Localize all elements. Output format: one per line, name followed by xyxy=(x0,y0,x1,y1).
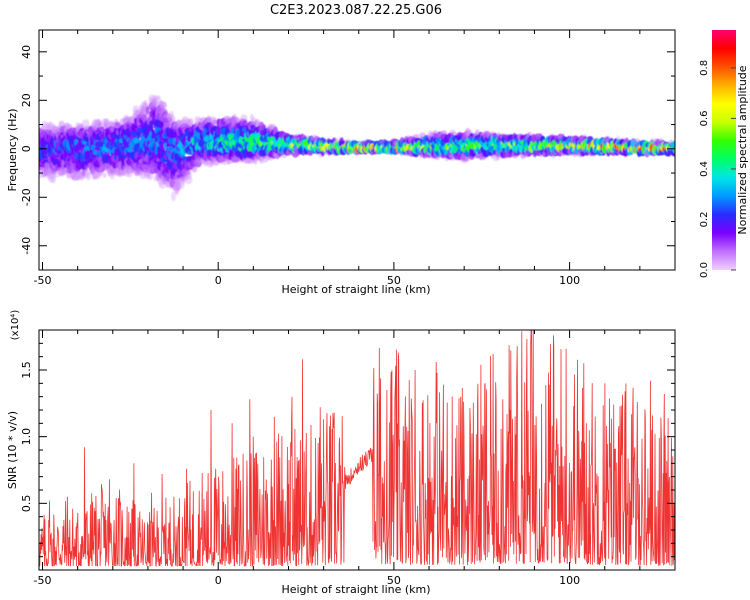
snr-y-multiplier: (x10⁴) xyxy=(10,310,21,341)
snr-panel: -50 0 50 100 0.51.01.5 Height of straight l… xyxy=(6,310,676,596)
spectrogram-y-tick-label: 40 xyxy=(20,45,33,59)
snr-x-label: Height of straight line (km) xyxy=(281,583,430,596)
snr-y-tick-label: 1.0 xyxy=(20,428,33,446)
heatmap-cell xyxy=(81,119,90,128)
heatmap-cell xyxy=(179,179,185,189)
colorbar-tick-label: 0.0 xyxy=(699,262,710,278)
snr-x-tick-label: -50 xyxy=(34,574,52,587)
heatmap-cell xyxy=(114,122,120,127)
heatmap-cell xyxy=(175,182,181,192)
heatmap-cell xyxy=(184,175,193,185)
heatmap-cell xyxy=(233,116,240,125)
heatmap-cells xyxy=(39,94,675,202)
spectrogram-y-tick-label: -20 xyxy=(20,188,33,206)
heatmap-cell xyxy=(169,110,174,118)
spectrogram-x-tick-label: 0 xyxy=(215,274,222,287)
snr-y-label: SNR (10 * v/v) xyxy=(6,411,19,489)
spectrogram-x-tick-label: -50 xyxy=(34,274,52,287)
heatmap-cell xyxy=(148,124,154,131)
colorbar-tick-label: 0.8 xyxy=(699,60,710,76)
colorbar: 0.0 0.2 0.4 0.6 0.8 Normalized spectral ampl… xyxy=(699,30,749,278)
heatmap-cell xyxy=(192,168,198,173)
heatmap-cell xyxy=(196,157,203,164)
heatmap-cell xyxy=(185,169,191,175)
spectrogram-y-tick-label: 0 xyxy=(20,145,33,152)
heatmap-cell xyxy=(186,119,194,127)
heatmap-cell xyxy=(52,158,59,166)
heatmap-cell xyxy=(206,115,212,123)
colorbar-label: Normalized spectral amplitude xyxy=(736,65,749,234)
heatmap-cell xyxy=(171,191,177,202)
snr-x-tick-label: 100 xyxy=(559,574,580,587)
heatmap-cell xyxy=(160,101,167,109)
spectrogram-y-label: Frequency (Hz) xyxy=(6,109,19,192)
figure-title: C2E3.2023.087.22.25.G06 xyxy=(270,3,442,18)
spectrogram-x-tick-label: 100 xyxy=(559,274,580,287)
snr-y-tick-label: 0.5 xyxy=(20,495,33,513)
colorbar-tick-label: 0.2 xyxy=(699,212,710,228)
heatmap-cell xyxy=(240,114,248,122)
spectrogram-y-tick-label: -40 xyxy=(20,237,33,255)
heatmap-cell xyxy=(85,173,91,181)
heatmap-cell xyxy=(99,126,105,132)
colorbar-tick-label: 0.4 xyxy=(699,161,710,177)
spectrogram-y-tick-label: 20 xyxy=(20,93,33,107)
colorbar-gradient xyxy=(712,30,736,270)
heatmap-cell xyxy=(99,165,107,172)
heatmap-cell xyxy=(132,138,141,144)
snr-y-tick-label: 1.5 xyxy=(20,361,33,379)
snr-x-tick-label: 0 xyxy=(215,574,222,587)
heatmap-cell xyxy=(102,172,107,178)
colorbar-tick-label: 0.6 xyxy=(699,110,710,126)
spectrogram-x-label: Height of straight line (km) xyxy=(281,283,430,296)
